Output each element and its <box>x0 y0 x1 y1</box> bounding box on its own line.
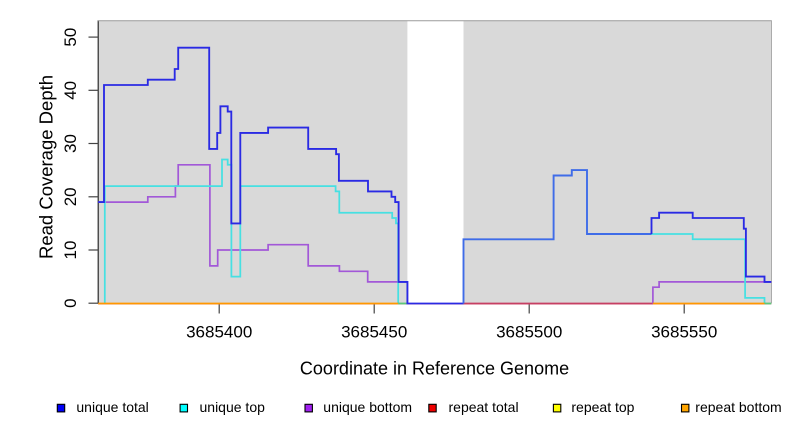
svg-text:20: 20 <box>61 187 80 206</box>
svg-text:10: 10 <box>61 241 80 260</box>
svg-text:Read Coverage Depth: Read Coverage Depth <box>35 75 56 259</box>
svg-text:repeat top: repeat top <box>571 399 634 415</box>
svg-text:30: 30 <box>61 134 80 153</box>
svg-text:Coordinate in Reference Genome: Coordinate in Reference Genome <box>300 359 569 379</box>
svg-text:3685500: 3685500 <box>496 323 562 342</box>
svg-text:repeat total: repeat total <box>449 399 519 415</box>
svg-text:unique top: unique top <box>200 399 266 415</box>
svg-text:3685450: 3685450 <box>341 323 407 342</box>
svg-text:40: 40 <box>61 81 80 100</box>
svg-text:repeat bottom: repeat bottom <box>695 399 781 415</box>
svg-text:3685550: 3685550 <box>651 323 717 342</box>
svg-text:50: 50 <box>61 28 80 47</box>
svg-text:3685400: 3685400 <box>186 323 252 342</box>
svg-text:unique total: unique total <box>76 399 148 415</box>
svg-text:unique bottom: unique bottom <box>323 399 412 415</box>
svg-text:0: 0 <box>61 298 80 307</box>
